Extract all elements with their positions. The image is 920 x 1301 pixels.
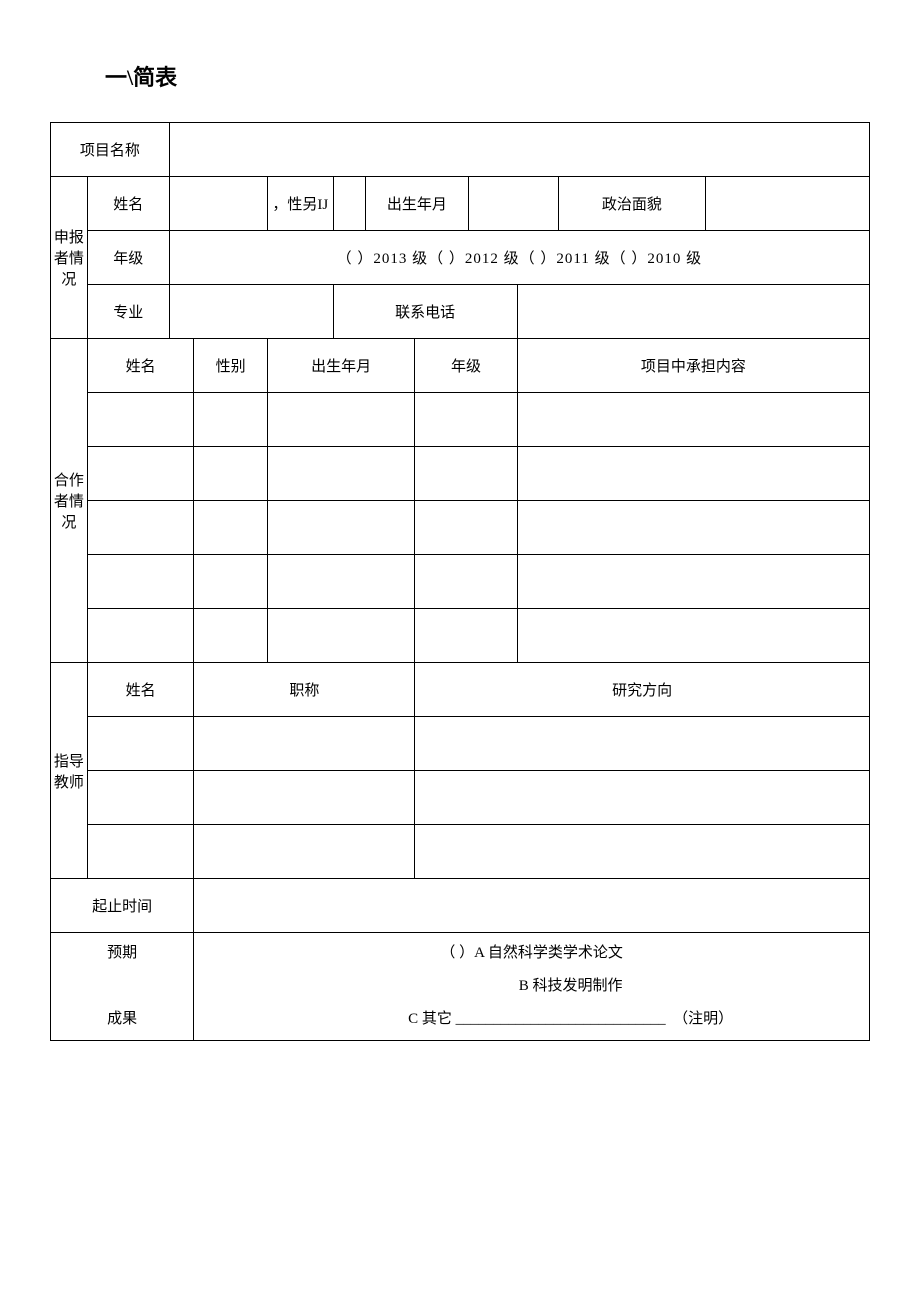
applicant-phone-label: 联系电话 — [333, 285, 517, 339]
advisor-research-label: 研究方向 — [415, 663, 870, 717]
table-row — [51, 501, 870, 555]
applicant-grade-label: 年级 — [87, 231, 169, 285]
applicant-gender-value — [333, 177, 366, 231]
expected-option-b: B 科技发明制作 — [196, 970, 867, 1003]
table-row — [51, 609, 870, 663]
collaborator-section-label: 合作者情况 — [51, 339, 88, 663]
duration-value — [194, 879, 870, 933]
applicant-gender-label: ，性另IJ — [268, 177, 334, 231]
expected-results-content: （ ）A 自然科学类学术论文 B 科技发明制作 C 其它 ___________… — [194, 933, 870, 1041]
advisor-name-label: 姓名 — [87, 663, 193, 717]
table-row — [51, 771, 870, 825]
collaborator-name-label: 姓名 — [87, 339, 193, 393]
collaborator-birth-label: 出生年月 — [268, 339, 415, 393]
applicant-name-label: 姓名 — [87, 177, 169, 231]
table-row — [51, 555, 870, 609]
expected-label: 预期 成果 — [51, 933, 194, 1041]
collaborator-grade-label: 年级 — [415, 339, 517, 393]
table-row — [51, 717, 870, 771]
project-name-label: 项目名称 — [51, 123, 170, 177]
applicant-grade-options: （ ）2013 级（ ）2012 级（ ）2011 级（ ）2010 级 — [169, 231, 869, 285]
applicant-major-value — [169, 285, 333, 339]
application-form-table: 项目名称 申报者情况 姓名 ，性另IJ 出生年月 政治面貌 年级 （ ）2013… — [50, 122, 870, 1041]
applicant-political-value — [706, 177, 870, 231]
table-row — [51, 825, 870, 879]
duration-label: 起止时间 — [51, 879, 194, 933]
applicant-section-label: 申报者情况 — [51, 177, 88, 339]
project-name-value — [169, 123, 869, 177]
applicant-name-value — [169, 177, 267, 231]
applicant-birth-label: 出生年月 — [366, 177, 468, 231]
expected-option-a: （ ）A 自然科学类学术论文 — [196, 937, 867, 970]
applicant-major-label: 专业 — [87, 285, 169, 339]
page-title: 一\简表 — [50, 60, 870, 92]
table-row — [51, 393, 870, 447]
collaborator-gender-label: 性别 — [194, 339, 268, 393]
applicant-phone-value — [517, 285, 869, 339]
applicant-birth-value — [468, 177, 558, 231]
expected-option-c: C 其它 ____________________________ （注明） — [196, 1003, 867, 1036]
table-row — [51, 447, 870, 501]
advisor-title-label: 职称 — [194, 663, 415, 717]
applicant-political-label: 政治面貌 — [558, 177, 705, 231]
collaborator-role-label: 项目中承担内容 — [517, 339, 869, 393]
advisor-section-label: 指导教师 — [51, 663, 88, 879]
